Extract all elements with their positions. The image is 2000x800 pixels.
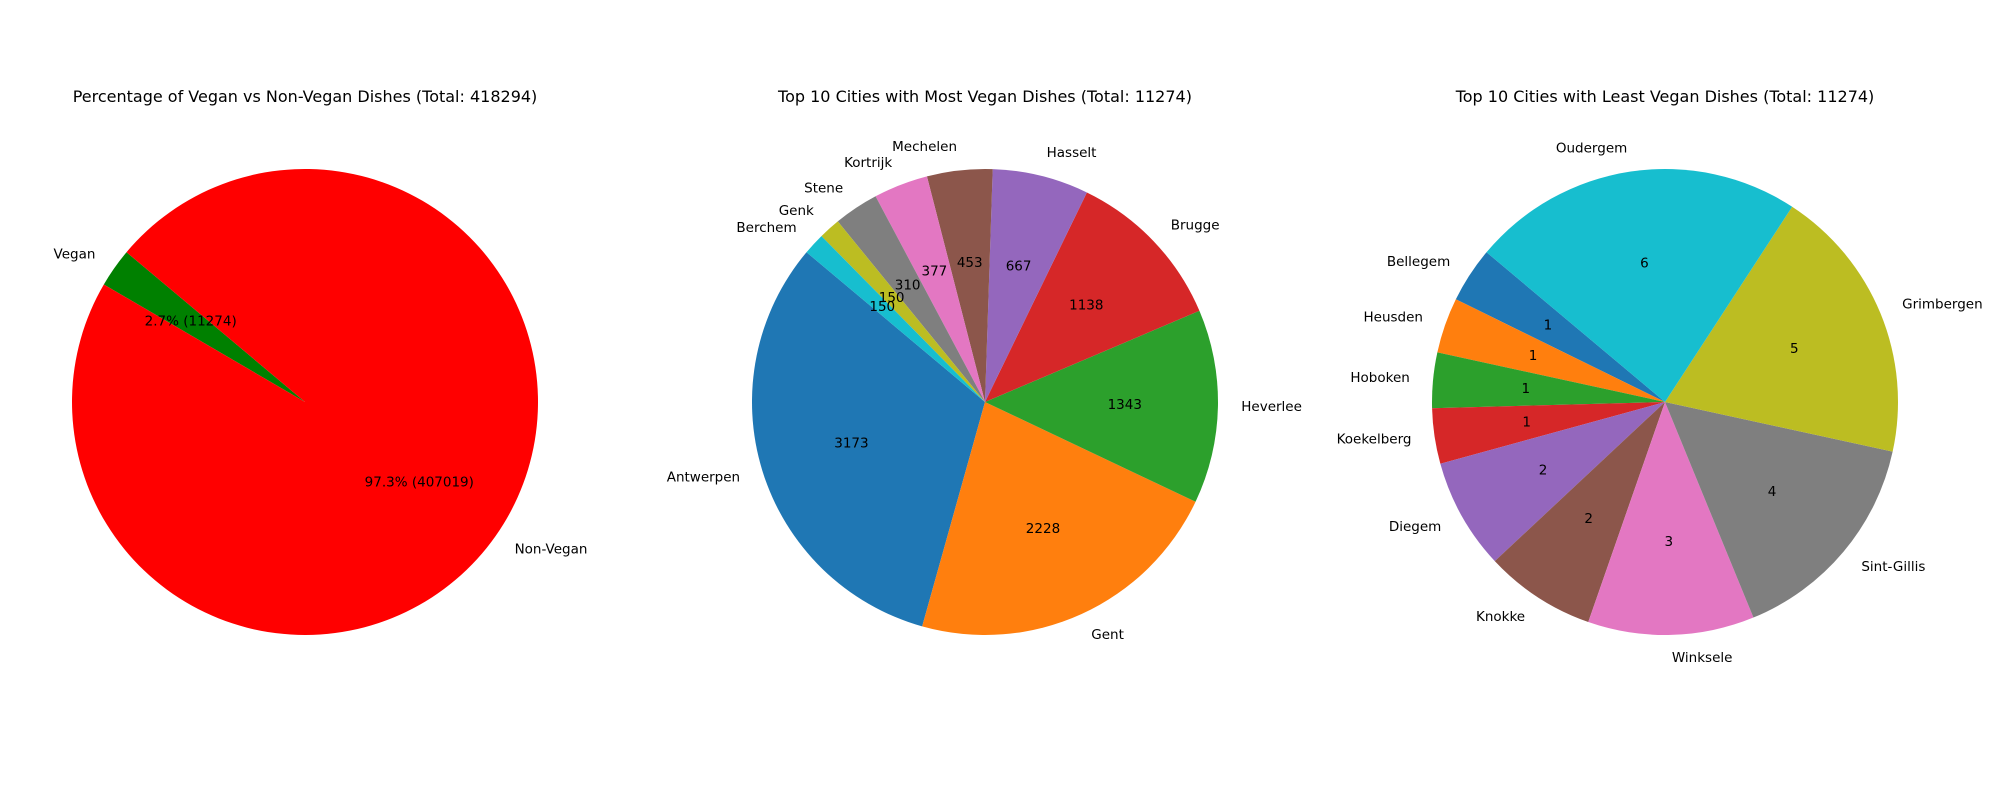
vegan-vs-nonvegan-pie: Percentage of Vegan vs Non-Vegan Dishes … xyxy=(54,87,588,635)
pie-slice-oudergem xyxy=(1486,169,1793,402)
labels: Vegan 2.7% (11274) Non-Vegan 97.3% (407019) xyxy=(54,246,588,557)
slice-value-gent: 2228 xyxy=(1026,521,1060,537)
chart-title: Top 10 Cities with Least Vegan Dishes (T… xyxy=(1455,87,1875,106)
slice-value-vegan: 2.7% (11274) xyxy=(145,314,237,330)
slice-label-non-vegan: Non-Vegan xyxy=(515,542,588,558)
pie-slice-heverlee xyxy=(985,310,1218,502)
slice-label-mechelen: Mechelen xyxy=(892,139,957,155)
slice-value-knokke: 2 xyxy=(1584,511,1593,527)
slice-label-bellegem: Bellegem xyxy=(1387,254,1450,270)
slice-value-oudergem: 6 xyxy=(1640,256,1649,272)
slice-label-knokke: Knokke xyxy=(1476,609,1525,625)
slice-label-genk: Genk xyxy=(779,203,814,219)
pie-slice-vegan xyxy=(103,252,305,402)
slice-value-mechelen: 453 xyxy=(957,255,983,271)
slice-label-hasselt: Hasselt xyxy=(1047,145,1097,161)
slice-value-hasselt: 667 xyxy=(1006,258,1032,274)
slice-value-hoboken: 1 xyxy=(1522,381,1531,397)
slice-value-stene: 310 xyxy=(895,278,921,294)
slice-label-stene: Stene xyxy=(804,181,843,197)
pie-slice-hoboken xyxy=(1431,352,1665,409)
slice-label-koekelberg: Koekelberg xyxy=(1337,432,1412,448)
pie-slice-mechelen xyxy=(926,169,993,402)
pie-slice-kortrijk xyxy=(875,176,985,402)
slice-value-brugge: 1138 xyxy=(1069,298,1103,314)
slice-label-heusden: Heusden xyxy=(1364,310,1423,326)
slice-label-winksele: Winksele xyxy=(1672,650,1733,666)
slice-label-brugge: Brugge xyxy=(1171,217,1220,233)
pie-slice-koekelberg xyxy=(1432,402,1665,464)
pie-slice-sint-gillis xyxy=(1665,402,1893,618)
chart-title: Top 10 Cities with Most Vegan Dishes (To… xyxy=(777,87,1192,106)
slices xyxy=(72,168,539,635)
pie-slice-non-vegan xyxy=(72,168,539,635)
slice-label-berchem: Berchem xyxy=(736,220,796,236)
pie-slice-antwerpen xyxy=(751,252,985,627)
pie-slice-genk xyxy=(821,221,985,402)
slice-value-kortrijk: 377 xyxy=(921,264,947,280)
labels: Antwerpen 3173 Gent 2228 Heverlee 1343 Brugge 1… xyxy=(667,139,1302,643)
slice-value-non-vegan: 97.3% (407019) xyxy=(365,474,474,490)
pie-slice-knokke xyxy=(1494,402,1665,622)
slice-value-grimbergen: 5 xyxy=(1790,341,1799,357)
pie-slice-brugge xyxy=(985,192,1200,402)
pie-slice-hasselt xyxy=(985,169,1087,402)
slice-value-heverlee: 1343 xyxy=(1108,397,1142,413)
chart-title: Percentage of Vegan vs Non-Vegan Dishes … xyxy=(73,87,538,106)
slice-label-oudergem: Oudergem xyxy=(1556,140,1627,156)
slice-label-antwerpen: Antwerpen xyxy=(667,470,740,486)
pie-slice-heusden xyxy=(1437,299,1665,402)
slice-value-berchem: 150 xyxy=(869,299,895,315)
labels: Bellegem 1 Heusden 1 Hoboken 1 Koekelberg 1 Dieg… xyxy=(1337,140,1983,666)
slice-label-kortrijk: Kortrijk xyxy=(844,155,892,171)
slice-value-genk: 150 xyxy=(879,290,905,306)
slice-value-heusden: 1 xyxy=(1529,348,1538,364)
slice-label-heverlee: Heverlee xyxy=(1241,399,1302,415)
pie-slice-gent xyxy=(922,402,1196,636)
pie-slice-winksele xyxy=(1588,402,1754,635)
slices xyxy=(1431,169,1898,635)
pie-slice-diegem xyxy=(1440,402,1665,562)
pie-slice-stene xyxy=(837,196,985,402)
slice-label-grimbergen: Grimbergen xyxy=(1902,297,1983,313)
slice-label-diegem: Diegem xyxy=(1389,519,1441,535)
pie-slice-berchem xyxy=(806,236,985,402)
slice-value-antwerpen: 3173 xyxy=(834,435,868,451)
slice-label-hoboken: Hoboken xyxy=(1350,370,1409,386)
slice-label-gent: Gent xyxy=(1091,627,1124,643)
slice-value-winksele: 3 xyxy=(1664,534,1673,550)
slice-label-vegan: Vegan xyxy=(54,246,96,262)
pie-slice-grimbergen xyxy=(1665,206,1898,452)
least-vegan-cities-pie: Top 10 Cities with Least Vegan Dishes (T… xyxy=(1337,87,1983,666)
most-vegan-cities-pie: Top 10 Cities with Most Vegan Dishes (To… xyxy=(667,87,1302,643)
slices xyxy=(751,169,1218,636)
pie-slice-bellegem xyxy=(1455,252,1665,402)
slice-value-sint-gillis: 4 xyxy=(1768,484,1777,500)
slice-value-bellegem: 1 xyxy=(1544,318,1553,334)
slice-label-sint-gillis: Sint-Gillis xyxy=(1861,559,1925,575)
slice-value-diegem: 2 xyxy=(1539,462,1548,478)
slice-value-koekelberg: 1 xyxy=(1522,415,1531,431)
